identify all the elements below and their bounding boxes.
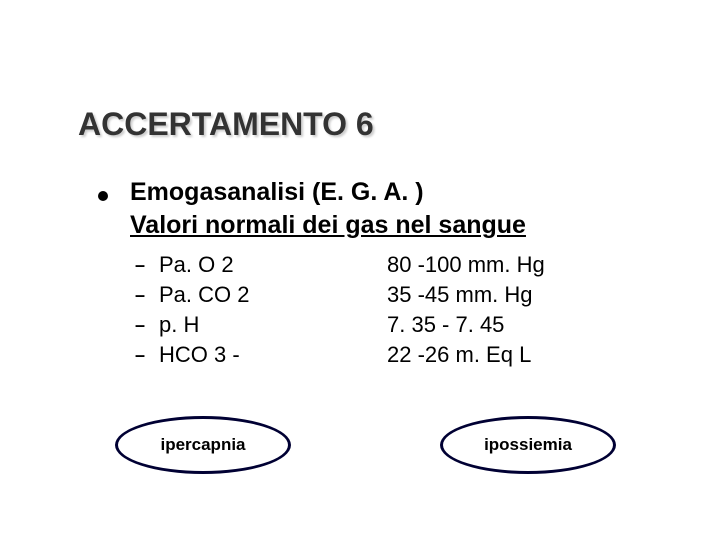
bullet-icon	[98, 191, 108, 201]
intro-line1-row: Emogasanalisi (E. G. A. )	[98, 178, 526, 207]
range-value: 35 -45 mm. Hg	[387, 282, 533, 308]
param-label: Pa. CO 2	[159, 282, 387, 308]
list-item: – Pa. CO 2 35 -45 mm. Hg	[135, 282, 545, 308]
range-value: 80 -100 mm. Hg	[387, 252, 545, 278]
list-item: – Pa. O 2 80 -100 mm. Hg	[135, 252, 545, 278]
range-value: 7. 35 - 7. 45	[387, 312, 504, 338]
oval-ipercapnia: ipercapnia	[115, 416, 291, 474]
intro-line1: Emogasanalisi (E. G. A. )	[130, 178, 424, 206]
oval-label: ipercapnia	[160, 435, 245, 455]
dash-icon: –	[135, 285, 149, 306]
dash-icon: –	[135, 345, 149, 366]
param-label: Pa. O 2	[159, 252, 387, 278]
list-item: – p. H 7. 35 - 7. 45	[135, 312, 545, 338]
oval-ipossiemia: ipossiemia	[440, 416, 616, 474]
dash-icon: –	[135, 255, 149, 276]
dash-icon: –	[135, 315, 149, 336]
param-label: p. H	[159, 312, 387, 338]
list-item: – HCO 3 - 22 -26 m. Eq L	[135, 342, 545, 368]
param-label: HCO 3 -	[159, 342, 387, 368]
intro-block: Emogasanalisi (E. G. A. ) Valori normali…	[98, 178, 526, 240]
intro-line2: Valori normali dei gas nel sangue	[130, 211, 526, 240]
range-value: 22 -26 m. Eq L	[387, 342, 531, 368]
values-list: – Pa. O 2 80 -100 mm. Hg – Pa. CO 2 35 -…	[135, 252, 545, 372]
slide-title: ACCERTAMENTO 6	[78, 106, 374, 143]
oval-label: ipossiemia	[484, 435, 572, 455]
